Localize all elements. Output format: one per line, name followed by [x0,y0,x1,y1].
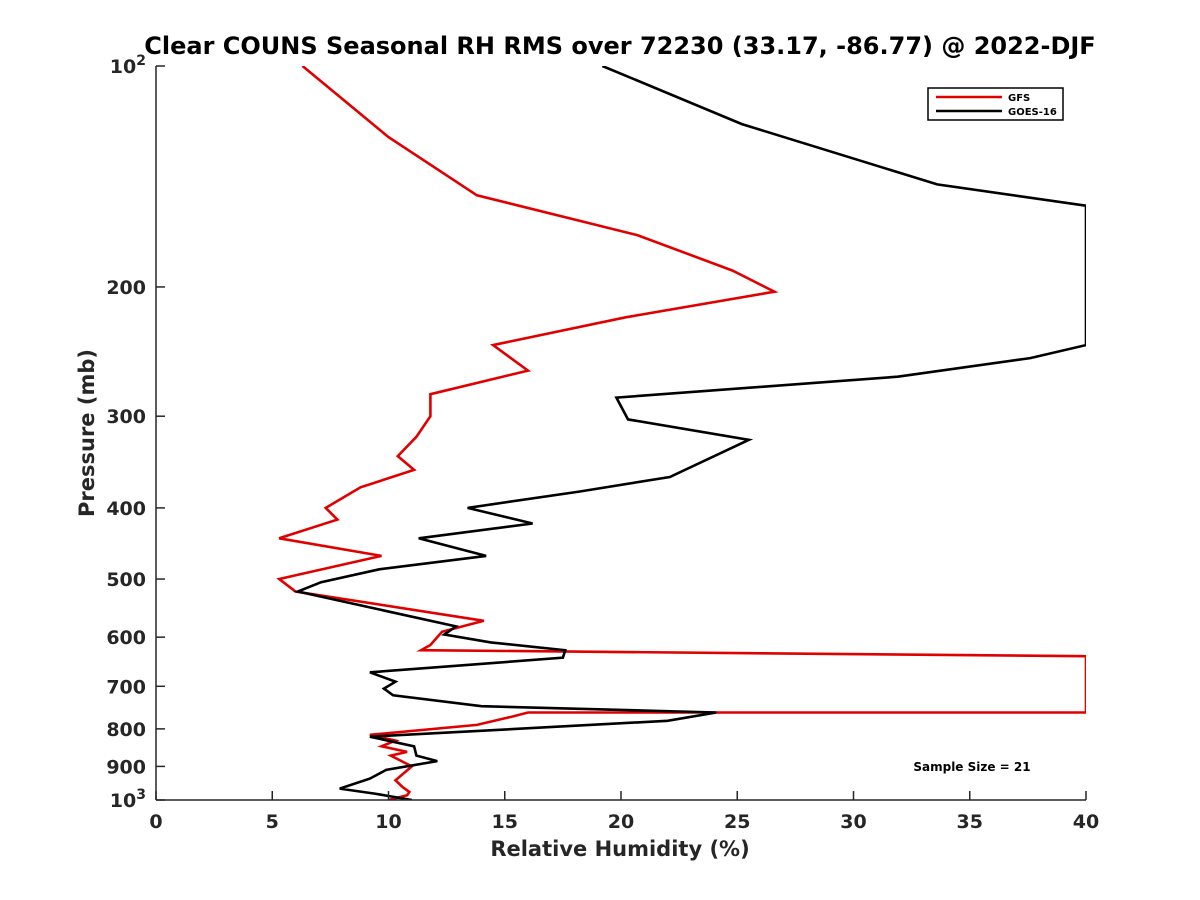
legend: GFS GOES-16 [927,87,1064,121]
x-tick-label: 30 [840,811,866,833]
axis-layer: 0 5 10 15 20 25 30 35 40102200300400500600700800… [106,53,1099,833]
y-tick-label-base: 10 [110,790,136,812]
x-tick-label: 20 [608,811,634,833]
y-tick-label-exponent: 3 [136,787,146,803]
legend-label-goes-16: GOES-16 [1008,107,1057,118]
series-layer [276,66,1086,800]
y-tick-label: 900 [106,756,146,778]
y-tick-label: 700 [106,676,146,698]
y-tick-label: 103 [110,787,146,812]
plot-area: 0 5 10 15 20 25 30 35 40102200300400500600700800… [106,53,1099,833]
y-tick-label-base: 10 [110,56,136,78]
y-axis-label: Pressure (mb) [75,349,99,517]
y-tick-label: 400 [106,498,146,520]
legend-label-gfs: GFS [1008,93,1030,104]
x-tick-label: 40 [1073,811,1099,833]
x-tick-label: 5 [266,811,279,833]
chart-title: Clear COUNS Seasonal RH RMS over 72230 (… [144,32,1095,60]
y-tick-label: 500 [106,569,146,591]
x-tick-label: 35 [957,811,983,833]
x-tick-label: 10 [375,811,401,833]
y-tick-label: 200 [106,277,146,299]
y-tick-label: 102 [110,53,146,78]
y-tick-label-exponent: 2 [136,53,146,69]
y-tick-label: 600 [106,627,146,649]
y-tick-label: 300 [106,406,146,428]
x-axis-label: Relative Humidity (%) [490,837,749,861]
series-line-goes-16 [293,66,1086,800]
x-tick-label: 15 [492,811,518,833]
x-tick-label: 25 [724,811,750,833]
x-tick-label: 0 [149,811,162,833]
legend-box [927,87,1064,121]
sample-size-annotation: Sample Size = 21 [913,760,1030,774]
y-tick-label: 800 [106,719,146,741]
